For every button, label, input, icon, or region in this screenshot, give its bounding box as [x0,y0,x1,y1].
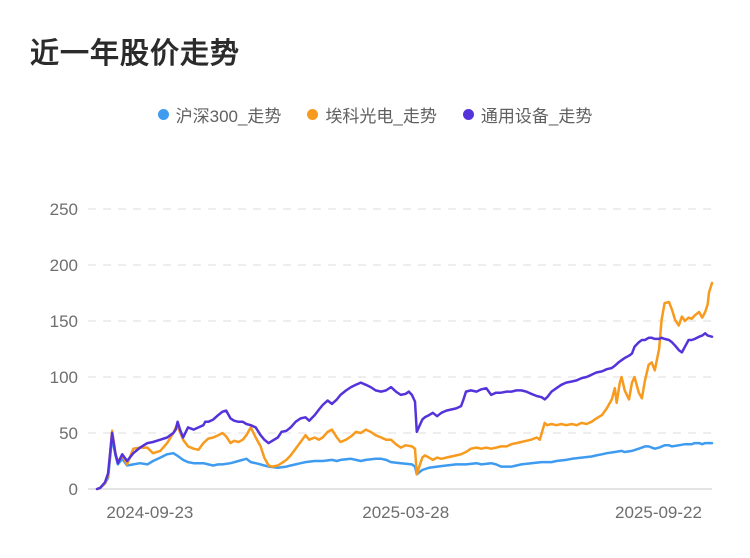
legend-dot-icon [462,109,474,120]
series-line-0 [95,436,714,491]
series-line-2 [95,332,714,491]
legend-item-label: 埃科光电_走势 [325,107,437,126]
svg-text:250: 250 [50,200,78,219]
svg-text:2025-09-22: 2025-09-22 [615,503,702,522]
svg-text:0: 0 [69,480,78,499]
series-lines [95,281,714,491]
legend-dot-icon [157,109,169,120]
legend-dot-icon [307,109,319,120]
legend: 沪深300_走势 埃科光电_走势 通用设备_走势 [0,102,750,127]
legend-item-2[interactable]: 通用设备_走势 [462,102,593,127]
legend-item-label: 沪深300_走势 [175,107,282,126]
svg-text:100: 100 [50,368,78,387]
svg-text:2024-09-23: 2024-09-23 [106,503,193,522]
chart-title: 近一年股价走势 [30,38,241,70]
legend-item-label: 通用设备_走势 [480,107,593,126]
gridlines [88,208,712,490]
svg-text:50: 50 [59,424,78,443]
svg-text:150: 150 [50,312,78,331]
legend-item-0[interactable]: 沪深300_走势 [157,102,282,127]
x-axis-tick-labels: 2024-09-23 2025-03-28 2025-09-22 [106,503,702,522]
y-axis-tick-labels: 0 50 100 150 200 250 [50,200,78,499]
series-line-1 [95,281,714,491]
svg-text:2025-03-28: 2025-03-28 [362,503,449,522]
legend-item-1[interactable]: 埃科光电_走势 [307,102,437,127]
svg-text:200: 200 [50,256,78,275]
